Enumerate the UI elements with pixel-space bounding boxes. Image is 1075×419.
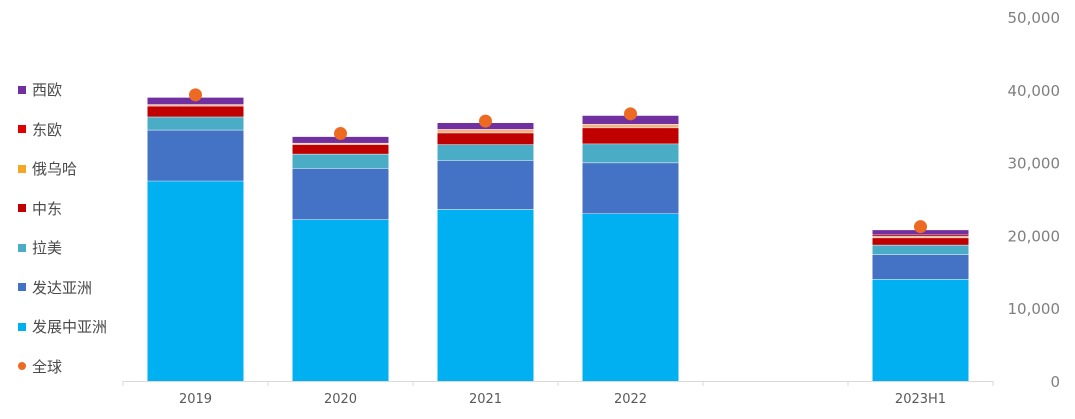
legend-item-middle-east: 中东: [18, 189, 107, 229]
legend-label: 发展中亚洲: [32, 318, 108, 337]
bar-segment-4: [872, 237, 969, 245]
y-tick-label: 0: [1050, 373, 1060, 391]
legend-item-latin-america: 拉美: [18, 228, 107, 268]
legend-swatch: [18, 322, 26, 331]
bar-segment-3: [437, 144, 534, 161]
x-tick-label: 2020: [324, 392, 357, 407]
bar-segment-5: [582, 124, 679, 128]
y-tick-label: 50,000: [1008, 9, 1061, 27]
bar-segment-1: [872, 279, 969, 381]
x-tick-label: 2019: [179, 392, 212, 407]
legend-swatch: [18, 283, 26, 292]
bar-segment-2: [147, 129, 244, 181]
bar-segment-1: [147, 180, 244, 381]
bar-segment-4: [437, 132, 534, 145]
bar-segment-2: [437, 160, 534, 210]
bar-segment-3: [292, 153, 389, 169]
bar-segment-4: [147, 105, 244, 117]
global-marker: [479, 114, 492, 128]
legend-label: 发达亚洲: [32, 278, 93, 297]
bar-segment-4: [292, 144, 389, 154]
y-tick-label: 40,000: [1008, 82, 1061, 100]
legend-item-developing-asia: 发展中亚洲: [18, 307, 107, 347]
bar-segment-5: [147, 104, 244, 106]
legend-label: 中东: [32, 199, 63, 218]
global-marker: [914, 220, 927, 234]
y-tick-label: 10,000: [1008, 300, 1061, 318]
bar-segment-4: [582, 127, 679, 144]
bar-segment-3: [147, 116, 244, 130]
global-marker: [624, 107, 637, 121]
bar-segment-3: [582, 143, 679, 163]
legend-swatch: [18, 362, 26, 371]
bar-segment-1: [437, 209, 534, 381]
legend: 西欧 东欧 俄乌哈 中东 拉美 发达亚洲 发展中亚洲 全球: [18, 70, 107, 386]
bar-segment-2: [582, 162, 679, 214]
legend-label: 东欧: [32, 120, 63, 139]
legend-label: 拉美: [32, 239, 63, 258]
bar-segment-6: [872, 234, 969, 237]
bar-segment-5: [292, 142, 389, 145]
legend-swatch: [18, 85, 26, 94]
legend-item-global: 全球: [18, 347, 107, 387]
x-tick-label: 2021: [469, 392, 502, 407]
legend-swatch: [18, 243, 26, 252]
bar-segment-5: [437, 129, 534, 133]
bar-segment-3: [872, 244, 969, 255]
x-tick-label: 2022: [614, 392, 647, 407]
x-tick-label: 2023H1: [895, 392, 946, 407]
bar-segment-5: [872, 236, 969, 238]
y-tick-label: 30,000: [1008, 155, 1061, 173]
legend-swatch: [18, 204, 26, 213]
legend-item-west-europe: 西欧: [18, 70, 107, 110]
legend-item-russia-ukraine-kazakhstan: 俄乌哈: [18, 149, 107, 189]
bar-segment-2: [292, 168, 389, 220]
legend-swatch: [18, 125, 26, 134]
legend-item-developed-asia: 发达亚洲: [18, 268, 107, 308]
bar-segment-2: [872, 254, 969, 280]
bar-segment-1: [582, 213, 679, 381]
y-tick-label: 20,000: [1008, 227, 1061, 245]
bar-segment-1: [292, 219, 389, 381]
legend-label: 西欧: [32, 81, 63, 100]
legend-label: 全球: [32, 357, 63, 376]
legend-label: 俄乌哈: [32, 160, 78, 179]
legend-swatch: [18, 164, 26, 173]
global-marker: [334, 126, 347, 140]
global-marker: [189, 88, 202, 102]
legend-item-east-europe: 东欧: [18, 110, 107, 150]
